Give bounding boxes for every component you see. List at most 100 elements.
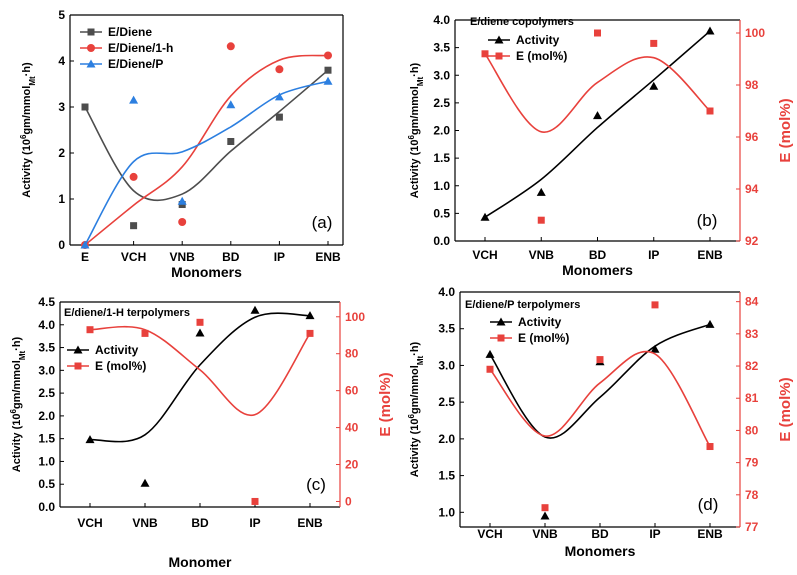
series-line-1 bbox=[489, 323, 711, 439]
data-point bbox=[596, 356, 604, 364]
x-axis-title: Monomer bbox=[169, 554, 233, 570]
y-axis-title: Activity (106gm/mmolMt·h) bbox=[407, 62, 425, 198]
legend-marker bbox=[496, 317, 506, 326]
y-tick-label: 1.5 bbox=[438, 469, 455, 483]
y-tick-label: 5 bbox=[58, 8, 65, 22]
x-tick-label: VCH bbox=[477, 527, 502, 541]
y-axis-title-part: gm/mmol bbox=[409, 365, 421, 414]
y-tick-label: 4.0 bbox=[433, 13, 450, 27]
data-point bbox=[226, 42, 235, 51]
chart-panel-1: 0 1 2 3 4 5 E VCH VNB BD IP ENB Monomers Activity (10… bbox=[19, 8, 344, 280]
legend-label: E (mol%) bbox=[95, 359, 146, 373]
y-tick-label: 3.0 bbox=[438, 358, 455, 372]
y2-axis-title: E (mol%) bbox=[777, 377, 794, 441]
legend-label: E (mol%) bbox=[518, 331, 569, 345]
data-point bbox=[306, 329, 314, 337]
data-point bbox=[480, 212, 490, 221]
legend-marker bbox=[73, 345, 83, 354]
y2-tick-label: 20 bbox=[345, 458, 359, 472]
y-tick-label: 2.5 bbox=[38, 386, 55, 400]
y-axis-title-part: gm/mmol bbox=[21, 86, 33, 135]
y2-tick-label: 80 bbox=[345, 347, 359, 361]
data-point bbox=[593, 111, 602, 120]
y-axis-title-sub: Mt bbox=[416, 76, 425, 86]
panel-label: (a) bbox=[312, 213, 333, 232]
data-point bbox=[129, 172, 138, 181]
y-tick-label: 4.5 bbox=[38, 295, 55, 309]
data-point bbox=[324, 51, 332, 60]
x-tick-label: ENB bbox=[297, 516, 323, 530]
y-tick-label: 3.0 bbox=[433, 68, 450, 82]
data-point bbox=[594, 29, 601, 37]
y2-tick-label: 77 bbox=[745, 520, 759, 534]
y-tick-label: 1.0 bbox=[438, 505, 455, 519]
series-line-1 bbox=[89, 312, 311, 443]
y2-tick-label: 92 bbox=[745, 234, 759, 248]
data-point bbox=[324, 66, 332, 74]
data-point bbox=[323, 76, 333, 85]
data-point bbox=[705, 319, 715, 328]
data-point bbox=[650, 344, 660, 353]
y-tick-label: 1 bbox=[58, 192, 65, 206]
x-tick-label: IP bbox=[649, 527, 660, 541]
x-tick-label: VNB bbox=[529, 248, 555, 262]
y2-tick-label: 84 bbox=[745, 295, 759, 309]
x-tick-label: BD bbox=[191, 516, 209, 530]
x-tick-label: VCH bbox=[121, 250, 146, 264]
y2-axis-title: E (mol%) bbox=[377, 372, 394, 436]
y-axis-title: Activity (106gm/mmolMt·h) bbox=[9, 336, 27, 472]
y2-tick-label: 98 bbox=[745, 78, 759, 92]
y-tick-label: 4.0 bbox=[38, 318, 55, 332]
x-tick-label: BD bbox=[591, 527, 609, 541]
x-tick-label: VNB bbox=[170, 250, 196, 264]
y-axis-title-part: ·h) bbox=[409, 62, 421, 76]
x-axis-title: Monomers bbox=[565, 543, 636, 559]
data-point bbox=[274, 92, 284, 101]
y-tick-label: 2 bbox=[58, 146, 65, 160]
data-point bbox=[177, 196, 187, 205]
legend-marker bbox=[87, 44, 95, 52]
data-point bbox=[651, 301, 659, 309]
data-point bbox=[195, 328, 205, 337]
series-line-3 bbox=[84, 80, 329, 246]
y-tick-label: 3.5 bbox=[438, 322, 455, 336]
y2-tick-label: 100 bbox=[345, 310, 365, 324]
panel-label: (c) bbox=[306, 475, 326, 494]
data-point bbox=[85, 435, 95, 444]
data-point bbox=[86, 326, 94, 334]
data-point bbox=[80, 240, 90, 249]
x-tick-label: ENB bbox=[315, 250, 341, 264]
y2-tick-label: 96 bbox=[745, 130, 759, 144]
legend-marker bbox=[497, 334, 505, 342]
y2-tick-label: 0 bbox=[345, 494, 352, 508]
y2-tick-label: 80 bbox=[745, 423, 759, 437]
data-point bbox=[141, 329, 149, 337]
data-point bbox=[650, 39, 658, 47]
legend-label: E (mol%) bbox=[516, 49, 567, 63]
data-point bbox=[706, 443, 714, 451]
y-axis-title-part: Activity (10 bbox=[11, 414, 23, 473]
y-tick-label: 2.5 bbox=[433, 96, 450, 110]
y-axis-title-sup: 6 bbox=[407, 135, 416, 140]
y2-tick-label: 82 bbox=[745, 359, 759, 373]
y2-tick-label: 78 bbox=[745, 488, 759, 502]
x-tick-label: VCH bbox=[77, 516, 102, 530]
y-axis-title: Activity (106gm/mmolMt·h) bbox=[19, 62, 37, 198]
x-tick-label: VNB bbox=[132, 516, 158, 530]
y-axis-title-sup: 6 bbox=[9, 409, 18, 414]
y-tick-label: 0.5 bbox=[433, 206, 450, 220]
data-point bbox=[705, 26, 715, 35]
legend-marker bbox=[87, 28, 95, 36]
y-tick-label: 1.5 bbox=[433, 151, 450, 165]
data-point bbox=[275, 113, 283, 121]
y-tick-label: 4.0 bbox=[438, 285, 455, 299]
y-axis-title-sup: 6 bbox=[407, 414, 416, 419]
x-tick-label: BD bbox=[589, 248, 607, 262]
data-point bbox=[130, 222, 138, 230]
y-axis-title-part: Activity (10 bbox=[21, 139, 33, 198]
legend-label: E/Diene/P bbox=[108, 57, 163, 71]
data-point bbox=[226, 100, 236, 109]
legend-label: E/Diene bbox=[108, 25, 152, 39]
y2-tick-label: 100 bbox=[745, 26, 765, 40]
